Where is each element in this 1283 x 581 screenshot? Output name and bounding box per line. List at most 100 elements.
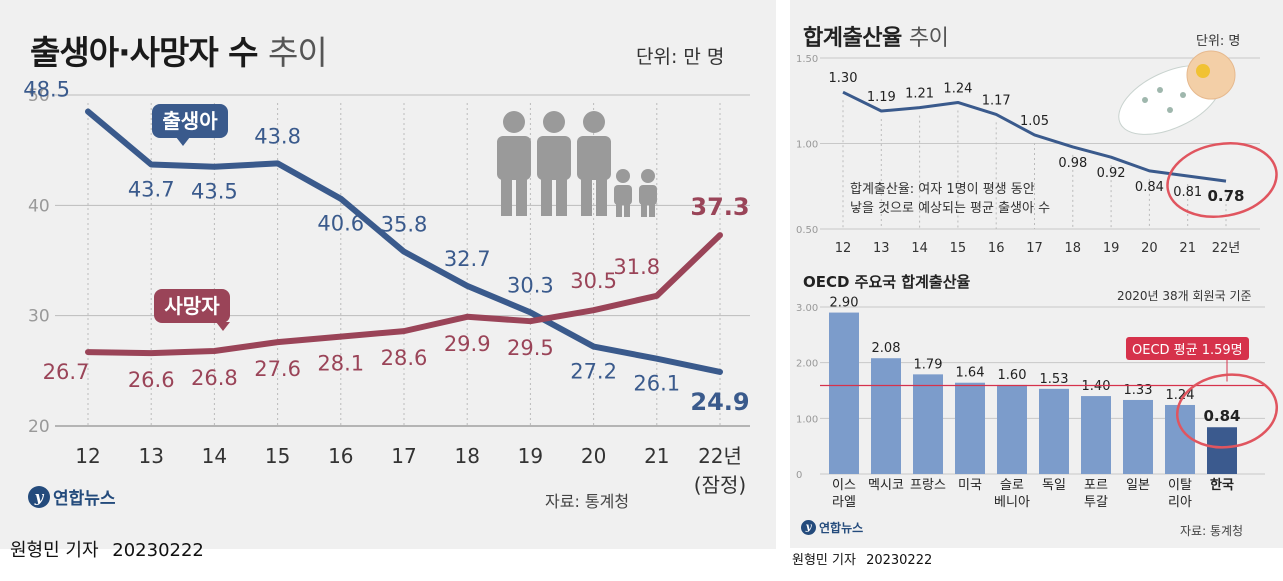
oecd-fertility-panel: OECD 주요국 합계출산율 2020년 38개 회원국 기준 0 1.00 2.0…	[790, 267, 1283, 548]
fertility-rate-line-chart: 0.50 1.00 1.50 12 13 14 15 16 17 18 19 20 21 22년 1.30 1…	[796, 50, 1278, 256]
br-y-tick-label: 1.00	[796, 414, 818, 425]
oecd-country-label: 베니아	[994, 495, 1030, 510]
oecd-bar-value-label: 2.90	[830, 296, 859, 311]
oecd-bar-value-label: 1.40	[1082, 379, 1111, 394]
births-data-label: 35.8	[381, 213, 428, 237]
family-icon	[497, 111, 657, 217]
fertility-data-label: 1.19	[867, 90, 896, 105]
x-tick-label: 21	[644, 444, 669, 468]
x-tick-label: 14	[202, 444, 227, 468]
oecd-country-label: 포르	[1084, 478, 1108, 493]
oecd-country-label: 한국	[1210, 477, 1234, 493]
br-byline: 원형민 기자 20230222	[792, 549, 932, 568]
tr-y-tick-label: 1.00	[796, 140, 818, 151]
x-tick-label: 22년	[698, 444, 742, 468]
tr-title-suffix: 추이	[908, 26, 949, 51]
br-title: OECD 주요국 합계출산율	[803, 273, 971, 291]
fertility-data-label: 1.17	[982, 93, 1011, 108]
births-data-label: 26.1	[633, 372, 680, 396]
br-source: 자료: 통계청	[1180, 524, 1244, 538]
br-y-tick-label: 0	[796, 470, 802, 481]
births-data-label: 43.7	[128, 178, 175, 202]
oecd-country-label: 투갈	[1084, 495, 1108, 510]
fertility-data-label: 1.05	[1020, 114, 1049, 129]
births-data-label: 27.2	[570, 360, 617, 384]
x-tick-label: 17	[391, 444, 416, 468]
tr-x-tick-label: 14	[911, 241, 928, 256]
oecd-bar	[829, 312, 859, 474]
deaths-data-label: 27.6	[254, 357, 301, 381]
births-data-label: 40.6	[317, 212, 364, 236]
br-yonhap-logo: y 연합뉴스	[801, 519, 863, 536]
tr-x-tick-label: 13	[873, 241, 890, 256]
births-data-label: 43.8	[254, 124, 301, 148]
x-tick-label: 18	[454, 444, 479, 468]
oecd-country-label: 슬로	[1000, 478, 1024, 493]
y-tick-label: 20	[28, 417, 50, 437]
oecd-country-label: 리아	[1168, 495, 1192, 510]
yonhap-logo-text: 연합뉴스	[53, 489, 116, 509]
br-subtitle: 2020년 38개 회원국 기준	[1117, 289, 1252, 303]
oecd-bar	[1081, 396, 1111, 474]
deaths-data-label: 28.1	[317, 352, 364, 376]
br-y-tick-label: 3.00	[796, 303, 818, 314]
x-tick-label: 19	[518, 444, 543, 468]
deaths-data-label: 26.6	[128, 368, 175, 392]
oecd-bar	[955, 382, 985, 474]
oecd-bar-value-label: 0.84	[1203, 407, 1240, 425]
left-byline: 원형민 기자 20230222	[10, 536, 204, 562]
br-y-tick-label: 2.00	[796, 359, 818, 370]
births-series-bubble: 출생아	[152, 104, 228, 138]
left-unit-label: 단위: 만 명	[636, 46, 725, 68]
x-tick-label: 13	[138, 444, 163, 468]
x-tick-label: 15	[265, 444, 290, 468]
births-data-label: 24.9	[690, 388, 749, 416]
oecd-country-label: 이스	[832, 478, 856, 493]
y-tick-label: 40	[28, 196, 50, 216]
births-deaths-panel: 출생아·사망자 수 추이 단위: 만 명 20 30 40 50 12 13 14 15 16 1…	[0, 0, 776, 549]
fertility-data-label: 1.24	[943, 81, 972, 96]
fertility-data-label: 0.84	[1135, 180, 1164, 195]
births-deaths-line-chart: 20 30 40 50 12 13 14 15 16 17 18 19 20 21 22년 (잠정) 48.5 4…	[23, 78, 750, 497]
oecd-bar-value-label: 1.64	[956, 366, 985, 381]
highlight-circle-korea	[1175, 373, 1279, 449]
oecd-bar	[1123, 399, 1153, 474]
oecd-country-label: 멕시코	[868, 478, 904, 493]
deaths-data-label: 30.5	[570, 269, 617, 293]
x-tick-label: 12	[75, 444, 100, 468]
br-reporter: 원형민 기자	[792, 553, 856, 568]
deaths-data-label: 29.9	[444, 332, 491, 356]
fertility-rate-panel: 합계출산율 추이 단위: 명 0.50 1.00 1.50 12 13 14 15 16 17 1…	[790, 0, 1283, 267]
fertility-data-label: 0.78	[1207, 187, 1244, 205]
left-chart-title: 출생아·사망자 수 추이	[30, 26, 328, 74]
oecd-bar	[1165, 404, 1195, 474]
br-yonhap-logo-icon: y	[801, 520, 816, 535]
oecd-bar-value-label: 1.33	[1124, 383, 1153, 398]
deaths-data-label: 29.5	[507, 336, 554, 360]
deaths-data-label: 37.3	[690, 193, 749, 221]
tr-title: 합계출산율 추이	[803, 20, 949, 52]
tr-definition-note: 합계출산율: 여자 1명이 평생 동안 낳을 것으로 예상되는 평균 출생아 수	[850, 180, 1050, 218]
tr-y-tick-label: 0.50	[796, 225, 818, 236]
oecd-bar	[997, 384, 1027, 474]
deaths-data-label: 26.8	[191, 366, 238, 390]
fertility-data-label: 1.21	[905, 87, 934, 102]
deaths-bubble-pointer	[216, 322, 230, 331]
oecd-bar-value-label: 1.53	[1040, 372, 1069, 387]
tr-x-tick-label: 18	[1065, 241, 1082, 256]
deaths-series-bubble: 사망자	[154, 289, 230, 323]
births-line	[85, 108, 723, 375]
tr-note-line-1: 합계출산율: 여자 1명이 평생 동안	[850, 182, 1035, 197]
tr-x-tick-label: 16	[988, 241, 1005, 256]
oecd-country-label: 미국	[958, 478, 982, 493]
oecd-country-label: 라엘	[832, 495, 856, 510]
oecd-bar	[871, 358, 901, 474]
births-bubble-pointer	[176, 137, 190, 146]
oecd-country-label: 독일	[1042, 478, 1066, 493]
left-date: 20230222	[112, 540, 204, 561]
oecd-country-label: 프랑스	[910, 478, 946, 493]
oecd-bar-value-label: 2.08	[872, 341, 901, 356]
tr-x-tick-label: 19	[1103, 241, 1120, 256]
x-tick-label: 16	[328, 444, 353, 468]
x-tick-label: 20	[581, 444, 606, 468]
